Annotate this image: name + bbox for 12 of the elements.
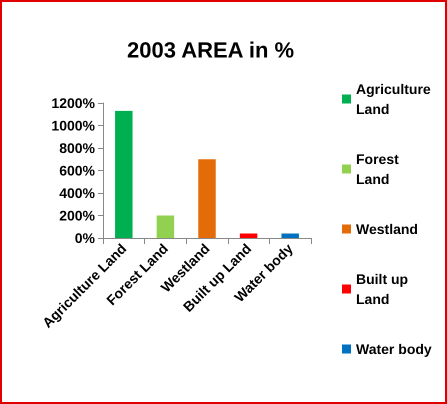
legend-label: Agriculture Land: [356, 81, 435, 117]
y-tick-label: 1200%: [51, 95, 96, 111]
y-tick-label: 400%: [59, 185, 96, 201]
y-tick-label: 800%: [59, 140, 96, 156]
y-tick-label: 200%: [59, 208, 96, 224]
chart-title: 2003 AREA in %: [127, 38, 294, 62]
legend-label: Westland: [356, 221, 418, 237]
y-tick-label: 1000%: [51, 118, 96, 134]
y-tick-label: 600%: [59, 162, 96, 178]
y-tick-label: 0%: [74, 230, 96, 246]
legend-label: Water body: [356, 341, 432, 357]
legend-label: Forest Land: [356, 151, 403, 187]
